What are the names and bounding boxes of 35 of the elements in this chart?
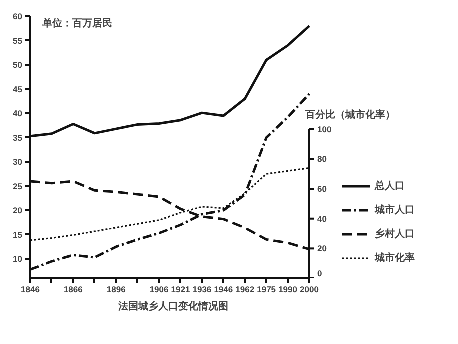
y-tick-label: 35 <box>13 132 23 143</box>
y-tick-label: 60 <box>13 12 23 22</box>
x-tick-label: 1990 <box>278 284 298 294</box>
legend-label: 城市化率 <box>375 251 415 265</box>
x-tick-label: 1921 <box>171 284 190 294</box>
y-tick-label: 20 <box>13 206 23 216</box>
text: 法国城乡人口变化情况图 <box>118 300 228 312</box>
y2-tick-label: 100 <box>318 124 332 134</box>
legend-label: 乡村人口 <box>375 228 415 241</box>
y-tick-label: 45 <box>13 84 23 94</box>
x-tick-label: 1975 <box>257 284 276 294</box>
y-tick-label: 50 <box>13 60 23 70</box>
y2-tick-label: 80 <box>318 154 328 164</box>
y-tick-label: 40 <box>13 108 23 119</box>
y-tick-label: 10 <box>13 254 23 264</box>
x-tick-label: 1866 <box>64 284 84 294</box>
y2-tick-label: 0 <box>318 268 322 278</box>
y2-tick-label: 60 <box>318 184 328 194</box>
y-tick-label: 25 <box>13 181 23 192</box>
y2-tick-label: 40 <box>318 214 328 224</box>
legend-label: 城市人口 <box>375 203 415 217</box>
y-tick-label: 15 <box>13 230 23 240</box>
legend-label: 总人口 <box>375 180 405 193</box>
x-tick-label: 1846 <box>21 284 40 294</box>
x-tick-label: 2000 <box>300 284 320 294</box>
y2-tick-label: 20 <box>318 244 328 254</box>
x-tick-label: 1906 <box>150 284 169 294</box>
y2-axis-title: 百分比（城市化率） <box>304 108 396 121</box>
y-tick-label: 55 <box>13 36 23 46</box>
x-tick-label: 1936 <box>192 284 212 294</box>
y-tick-label: 30 <box>13 157 23 168</box>
x-tick-label: 1946 <box>214 284 234 294</box>
x-tick-label: 1896 <box>106 284 126 294</box>
x-tick-label: 1962 <box>236 284 255 294</box>
y-axis-title: 单位：百万居民 <box>42 18 112 30</box>
